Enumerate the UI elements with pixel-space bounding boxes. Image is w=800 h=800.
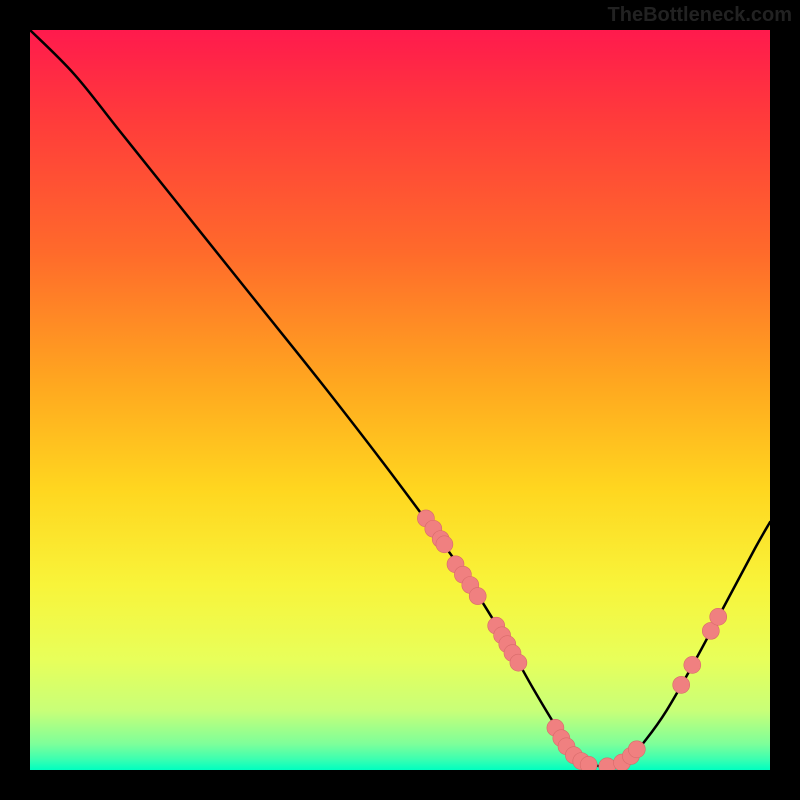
- chart-overlay: [30, 30, 770, 770]
- data-marker: [710, 608, 727, 625]
- data-marker: [599, 758, 616, 770]
- data-marker: [684, 656, 701, 673]
- data-marker: [628, 741, 645, 758]
- bottleneck-curve: [30, 30, 770, 767]
- data-marker: [469, 588, 486, 605]
- marker-group: [417, 510, 726, 770]
- data-marker: [580, 756, 597, 770]
- data-marker: [510, 654, 527, 671]
- attribution-text: TheBottleneck.com: [608, 4, 792, 27]
- data-marker: [436, 536, 453, 553]
- data-marker: [673, 676, 690, 693]
- chart-plot-area: [30, 30, 770, 770]
